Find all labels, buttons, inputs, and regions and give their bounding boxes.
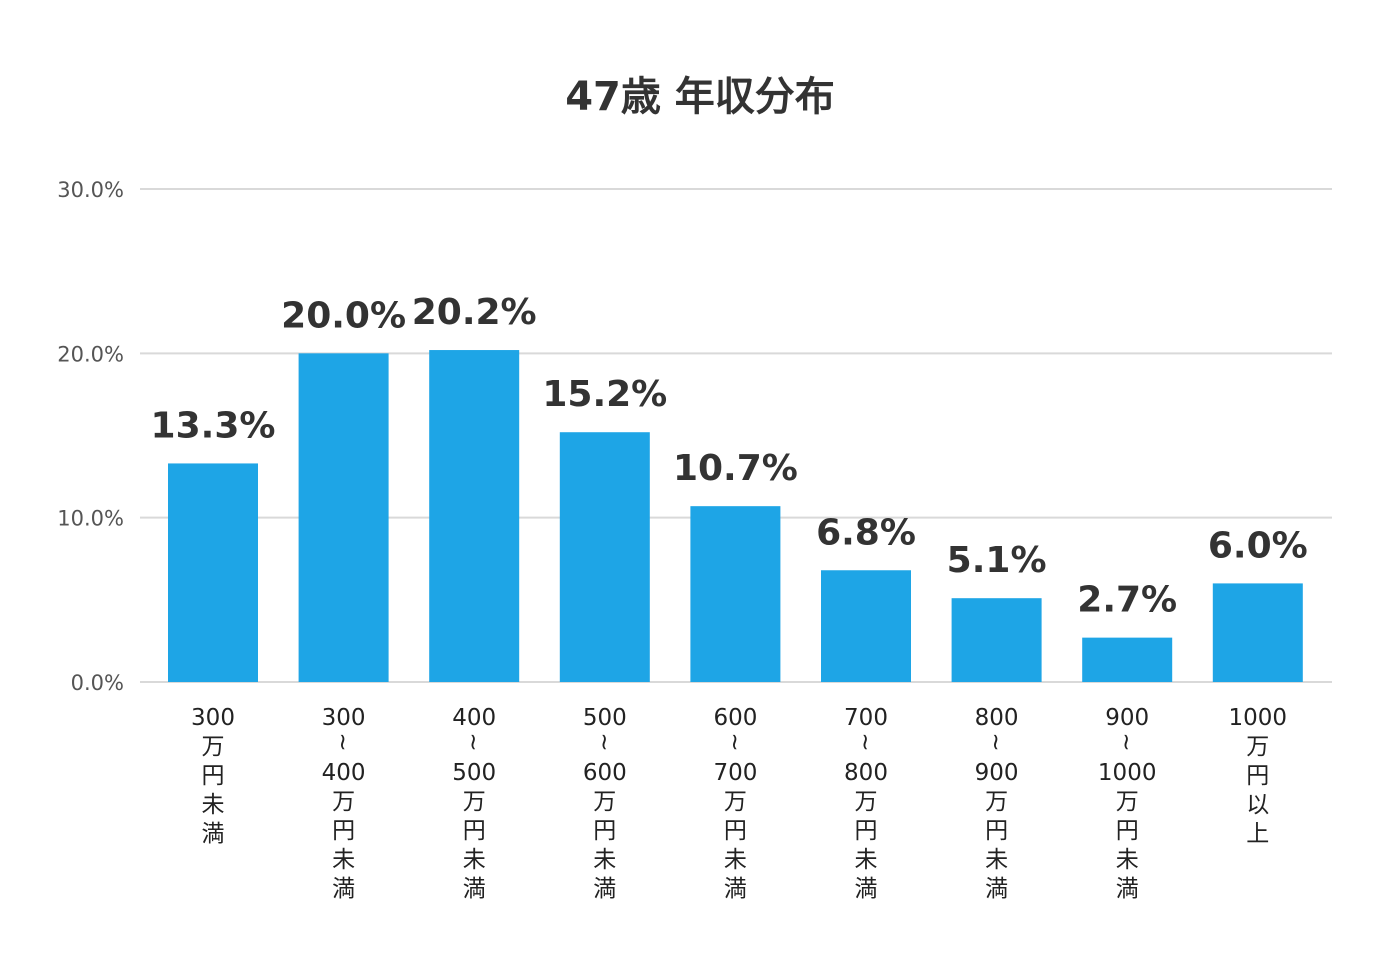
x-tick-label-line: 500 xyxy=(452,760,496,786)
x-tick-label-line: 600 xyxy=(713,705,757,731)
x-tick-label-line: 未 xyxy=(202,792,225,818)
y-tick-label: 30.0% xyxy=(57,178,124,202)
x-tick-label-line: 満 xyxy=(593,876,616,902)
x-tick-label-line: 400 xyxy=(322,760,366,786)
x-tick-label-line: 満 xyxy=(1116,876,1139,902)
x-tick-label-line: 万 xyxy=(985,789,1008,815)
x-tick-label-line: 未 xyxy=(593,847,616,873)
bar xyxy=(429,350,520,682)
x-tick-label-line: 円 xyxy=(593,818,616,844)
x-tick-label-line: ~ xyxy=(852,732,878,751)
x-axis-tick-labels: 300万円未満300~400万円未満400~500万円未満500~600万円未満… xyxy=(191,705,1287,902)
x-tick-label-line: 万 xyxy=(724,789,747,815)
x-tick-label-line: 満 xyxy=(332,876,355,902)
data-label: 20.0% xyxy=(281,295,406,336)
x-tick-label-line: 1000 xyxy=(1229,705,1288,731)
x-tick-label-line: 万 xyxy=(332,789,355,815)
x-tick-label-line: 万 xyxy=(202,734,225,760)
bar xyxy=(298,353,389,682)
y-axis-tick-labels: 0.0% 10.0% 20.0% 30.0% xyxy=(57,178,124,695)
x-tick-label-line: 700 xyxy=(713,760,757,786)
y-tick-label: 20.0% xyxy=(57,342,124,366)
data-labels: 13.3% 20.0% 20.2%15.2%10.7% 6.8% 5.1% 2.7% 6.0… xyxy=(151,292,1308,621)
x-tick-label-line: 円 xyxy=(463,818,486,844)
x-tick-label-line: 円 xyxy=(1246,763,1269,789)
x-tick-label-line: 900 xyxy=(975,760,1019,786)
x-tick-label-line: 800 xyxy=(844,760,888,786)
data-label: 10.7% xyxy=(673,448,798,489)
x-tick-label-line: 900 xyxy=(1105,705,1149,731)
x-tick-label-line: 満 xyxy=(985,876,1008,902)
x-tick-label-line: ~ xyxy=(721,732,747,751)
bar xyxy=(1082,637,1173,682)
x-tick-label-line: 300 xyxy=(191,705,235,731)
data-label: 20.2% xyxy=(412,292,537,333)
x-tick-label-line: 300 xyxy=(322,705,366,731)
x-tick-label-line: 万 xyxy=(1116,789,1139,815)
x-tick-label-line: 800 xyxy=(975,705,1019,731)
x-tick-label-line: 円 xyxy=(1116,818,1139,844)
bar xyxy=(690,506,781,682)
y-tick-label: 10.0% xyxy=(57,507,124,531)
x-tick-label-line: 未 xyxy=(985,847,1008,873)
x-tick-label-line: 未 xyxy=(463,847,486,873)
x-tick-label-line: 未 xyxy=(1116,847,1139,873)
x-tick-label-line: 万 xyxy=(855,789,878,815)
bar xyxy=(559,432,650,682)
data-label: 15.2% xyxy=(542,374,667,415)
x-tick-label-line: 1000 xyxy=(1098,760,1157,786)
x-tick-label-line: 400 xyxy=(452,705,496,731)
x-tick-label-line: ~ xyxy=(983,732,1009,751)
x-tick-label-line: 円 xyxy=(985,818,1008,844)
x-tick-label-line: 500 xyxy=(583,705,627,731)
data-label: 6.0% xyxy=(1208,525,1308,566)
x-tick-label-line: ~ xyxy=(1113,732,1139,751)
x-tick-label-line: 万 xyxy=(1246,734,1269,760)
x-tick-label-line: 未 xyxy=(724,847,747,873)
x-tick-label-line: 円 xyxy=(855,818,878,844)
x-tick-label-line: ~ xyxy=(460,732,486,751)
x-tick-label-line: 600 xyxy=(583,760,627,786)
bar xyxy=(951,598,1042,682)
x-tick-label-line: 以 xyxy=(1246,792,1269,818)
x-tick-label-line: 上 xyxy=(1246,821,1269,847)
x-tick-label-line: 700 xyxy=(844,705,888,731)
x-tick-label-line: 万 xyxy=(463,789,486,815)
x-tick-label-line: ~ xyxy=(591,732,617,751)
x-tick-label-line: 円 xyxy=(202,763,225,789)
bar xyxy=(821,570,911,682)
data-label: 6.8% xyxy=(816,512,916,553)
y-tick-label: 0.0% xyxy=(71,671,124,695)
x-tick-label-line: 万 xyxy=(593,789,616,815)
x-tick-label-line: 円 xyxy=(724,818,747,844)
x-tick-label-line: 満 xyxy=(724,876,747,902)
data-label: 2.7% xyxy=(1077,580,1177,621)
data-label: 5.1% xyxy=(947,540,1047,581)
x-tick-label-line: 満 xyxy=(463,876,486,902)
chart-title: 47歳 年収分布 xyxy=(565,74,835,120)
bar xyxy=(168,463,258,682)
x-tick-label-line: 円 xyxy=(332,818,355,844)
data-label: 13.3% xyxy=(151,405,276,446)
x-tick-label-line: 満 xyxy=(855,876,878,902)
x-tick-label-line: ~ xyxy=(330,732,356,751)
bar xyxy=(1212,583,1303,682)
x-tick-label-line: 未 xyxy=(332,847,355,873)
x-tick-label-line: 満 xyxy=(202,821,225,847)
bars xyxy=(168,350,1303,682)
x-tick-label-line: 未 xyxy=(855,847,878,873)
